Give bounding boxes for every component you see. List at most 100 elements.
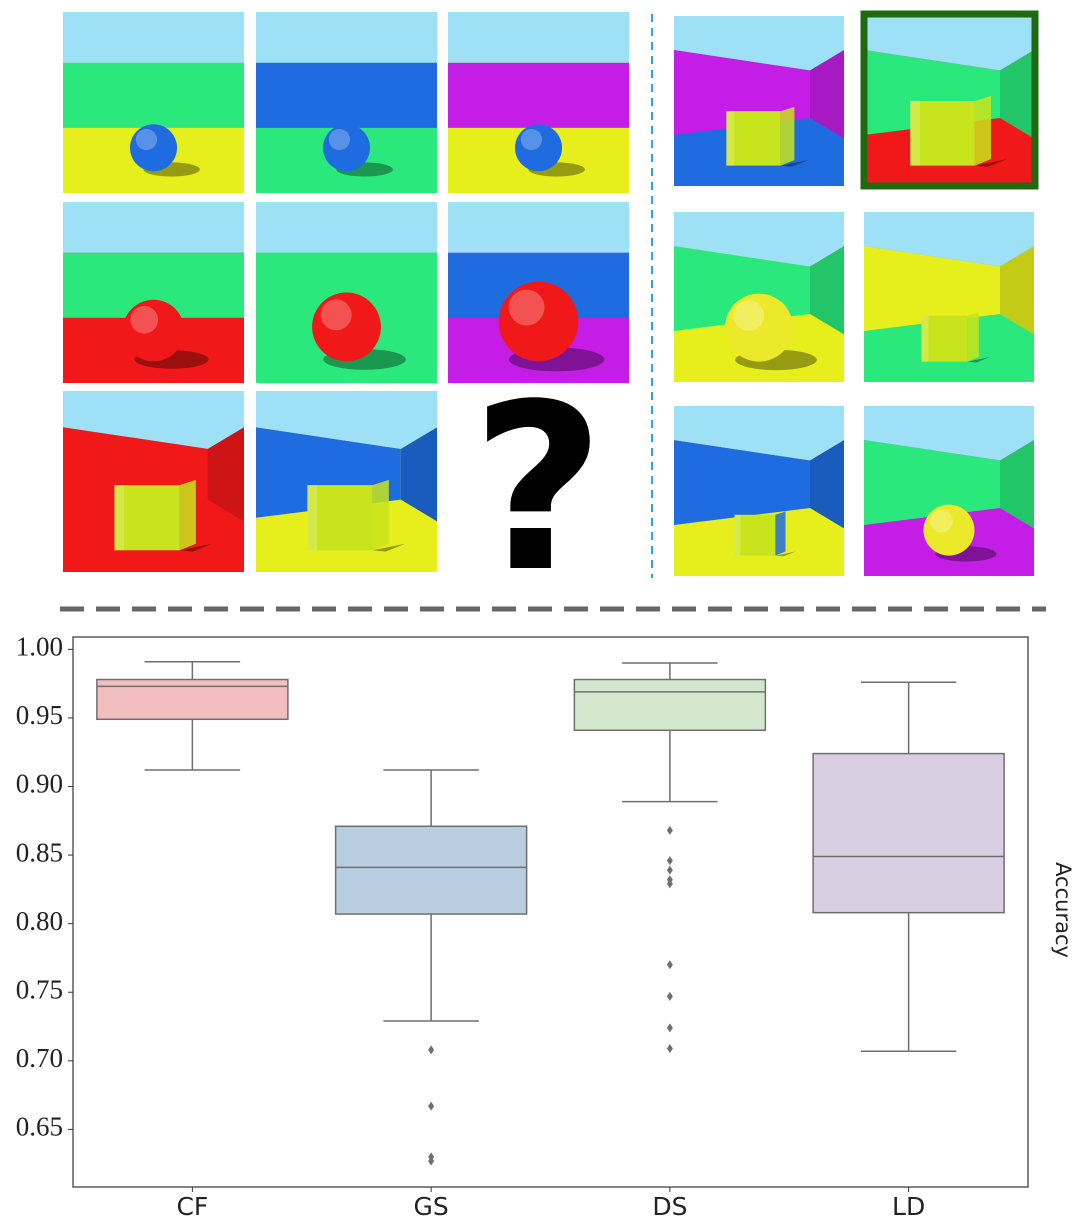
panel-shadow bbox=[967, 357, 991, 363]
panel-shade bbox=[207, 427, 244, 522]
panel-sky bbox=[674, 16, 844, 71]
panel-sphere bbox=[122, 299, 185, 362]
outlier bbox=[428, 1156, 435, 1166]
panel-shadow bbox=[775, 551, 796, 557]
panel-sky bbox=[256, 202, 437, 253]
panel-sphere bbox=[498, 281, 579, 362]
y-tick-label: 0.65 bbox=[16, 1112, 63, 1142]
panel-cube bbox=[910, 101, 975, 166]
x-tick-label: GS bbox=[414, 1192, 449, 1221]
panel-cube-side bbox=[974, 95, 991, 166]
panel-shade bbox=[810, 246, 844, 335]
x-tick-label: DS bbox=[652, 1192, 687, 1221]
panel-shadow bbox=[974, 159, 1008, 167]
panel-sphere bbox=[322, 124, 371, 172]
panel-wall bbox=[674, 440, 810, 525]
outlier bbox=[666, 865, 673, 875]
outlier bbox=[666, 825, 673, 835]
outlier bbox=[428, 1101, 435, 1111]
panel-highlight bbox=[328, 128, 351, 151]
panel-sphere bbox=[312, 292, 381, 362]
panel-sky bbox=[63, 202, 244, 253]
panel-highlight bbox=[508, 289, 545, 326]
outlier bbox=[666, 1023, 673, 1033]
panel-wall bbox=[1000, 50, 1034, 139]
panel-sphere bbox=[129, 124, 178, 172]
panel-sky bbox=[448, 12, 629, 63]
panel-shadow bbox=[179, 543, 213, 552]
panel-cube-shade bbox=[307, 485, 318, 551]
panel-cube-side bbox=[775, 511, 786, 556]
panel-cube bbox=[114, 485, 180, 551]
panel-cube bbox=[307, 485, 373, 551]
box bbox=[573, 678, 767, 732]
puzzle bbox=[63, 10, 1039, 576]
box bbox=[812, 752, 1005, 914]
panel-cube-side bbox=[780, 106, 795, 166]
outlier bbox=[666, 1043, 673, 1053]
y-tick-label: 0.70 bbox=[16, 1043, 63, 1073]
panel-wall bbox=[810, 246, 844, 335]
y-tick-label: 0.80 bbox=[16, 906, 63, 936]
y-tick-label: 0.95 bbox=[16, 700, 63, 730]
x-tick-label: LD bbox=[892, 1192, 925, 1221]
panel-shade bbox=[1000, 50, 1034, 139]
question-mark: ? bbox=[471, 356, 604, 623]
outlier bbox=[666, 991, 673, 1001]
panel-highlight bbox=[130, 305, 159, 334]
outlier bbox=[666, 879, 673, 889]
panel-highlight bbox=[929, 509, 953, 533]
panel-wall bbox=[810, 440, 844, 529]
panel-sky bbox=[256, 391, 437, 449]
panel-sky bbox=[674, 212, 844, 267]
y-tick-label: 0.85 bbox=[16, 837, 63, 867]
panel-cube-shade bbox=[726, 111, 735, 166]
panel-cube bbox=[734, 514, 776, 556]
y-tick-label: 0.75 bbox=[16, 974, 63, 1004]
panel-cube-shade bbox=[114, 485, 125, 551]
panel-sky bbox=[448, 202, 629, 253]
panel-highlight bbox=[520, 128, 543, 151]
panel-wall bbox=[1000, 440, 1034, 529]
panel-wall bbox=[207, 427, 244, 522]
panel-shade bbox=[400, 427, 437, 522]
panel-cube-shade bbox=[921, 315, 929, 362]
panel-wall bbox=[448, 62, 629, 128]
panel-sky bbox=[864, 212, 1034, 267]
panel-cube-side bbox=[179, 479, 196, 551]
panel-shadow bbox=[780, 160, 808, 167]
panel-sphere bbox=[514, 124, 563, 172]
panel-wall bbox=[810, 50, 844, 139]
panel-wall bbox=[400, 427, 437, 522]
panel-sphere bbox=[923, 504, 975, 556]
y-tick-label: 1.00 bbox=[16, 632, 63, 662]
panel-sky bbox=[63, 391, 244, 449]
outlier bbox=[666, 856, 673, 866]
y-tick-label: 0.90 bbox=[16, 769, 63, 799]
box bbox=[96, 678, 289, 721]
panel-sphere bbox=[725, 293, 793, 362]
panel-cube-shade bbox=[910, 101, 920, 166]
panel-wall bbox=[63, 62, 244, 128]
panel-sky bbox=[256, 12, 437, 63]
panel-sky bbox=[63, 12, 244, 63]
panel-cube bbox=[726, 111, 781, 166]
panel-shade bbox=[1000, 246, 1034, 335]
x-tick-label: CF bbox=[176, 1192, 208, 1221]
panel-cube-side bbox=[967, 312, 979, 362]
outlier bbox=[666, 960, 673, 970]
panel-shade bbox=[810, 440, 844, 529]
y-axis-label: Accuracy bbox=[1051, 862, 1075, 958]
panel-highlight bbox=[733, 300, 765, 332]
panel-wall bbox=[1000, 246, 1034, 335]
panel-wall bbox=[864, 440, 1000, 525]
panel-wall bbox=[864, 246, 1000, 331]
panel-shadow bbox=[372, 543, 406, 552]
panel-shade bbox=[810, 50, 844, 139]
panel-cube bbox=[921, 315, 968, 362]
answer-frame bbox=[860, 10, 1039, 190]
panel-highlight bbox=[135, 128, 158, 151]
panel-cube-shade bbox=[734, 514, 741, 556]
